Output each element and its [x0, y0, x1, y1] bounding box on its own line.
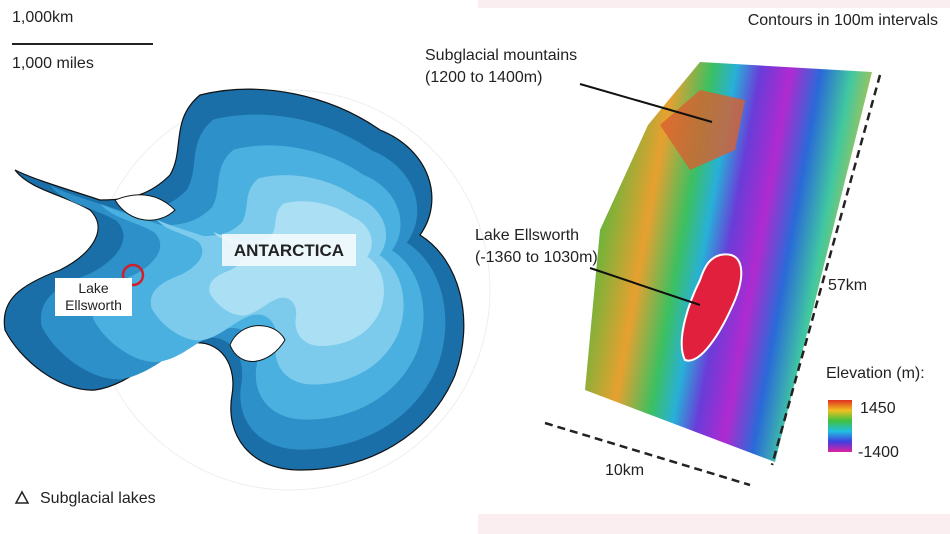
mountains-range: (1200 to 1400m) [425, 69, 542, 86]
ice-shelf [229, 325, 286, 362]
lake-symbol [14, 490, 30, 504]
length-label: 57km [828, 277, 867, 294]
lake-range: (-1360 to 1030m) [475, 249, 598, 266]
length-arrow [770, 74, 882, 466]
legend-text: Subglacial lakes [40, 490, 156, 507]
lake-title: Lake Ellsworth [475, 227, 579, 244]
label-box [55, 278, 132, 316]
lake-marker [121, 263, 145, 287]
elevation-min: -1400 [858, 444, 899, 461]
antarctica-map: Lake Ellsworth ANTARCTICA [3, 88, 491, 491]
map-title: ANTARCTICA [234, 241, 344, 260]
scale-miles: 1,000 miles [12, 55, 94, 72]
top-band [478, 0, 950, 8]
pointer [579, 83, 713, 123]
scale-km: 1,000km [12, 9, 73, 26]
elevation-max: 1450 [860, 400, 896, 417]
lake-label: Lake Ellsworth [65, 280, 122, 313]
mountains [660, 90, 745, 170]
width-label: 10km [605, 462, 644, 479]
lake-label-wrap: Lake Ellsworth [65, 280, 122, 313]
mountains-label: Subglacial mountains [425, 47, 577, 64]
lake-ellsworth [680, 253, 743, 362]
contours-note: Contours in 100m intervals [748, 12, 938, 29]
width-arrow [544, 421, 751, 487]
elevation-title: Elevation (m): [826, 365, 925, 382]
bottom-band [478, 514, 950, 534]
elevation-scale [828, 400, 852, 452]
title-box [222, 234, 356, 266]
pointer [589, 267, 701, 306]
ice-shelf [114, 194, 176, 221]
